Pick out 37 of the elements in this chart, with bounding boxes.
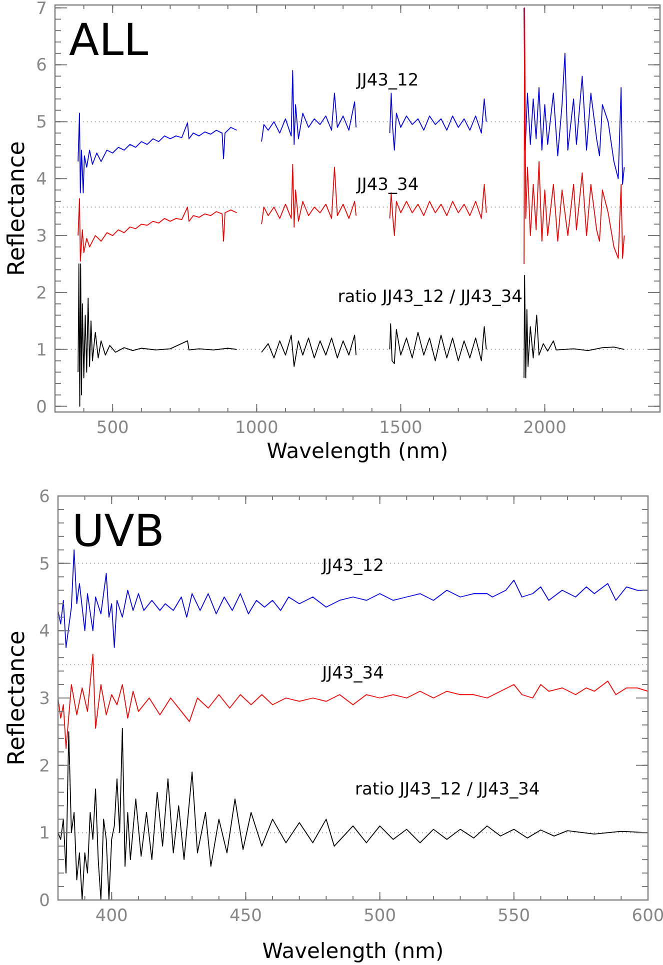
x-tick-label: 400 — [95, 906, 128, 926]
y-tick-label: 3 — [36, 226, 47, 246]
y-tick-label: 1 — [36, 340, 47, 360]
x-axis-title: Wavelength (nm) — [262, 939, 444, 963]
chart-title: UVB — [72, 506, 164, 557]
series-label: JJ43_12 — [321, 556, 384, 576]
series-label: JJ43_34 — [321, 663, 384, 684]
x-tick-label: 550 — [498, 906, 530, 926]
y-axis-title: Reflectance — [4, 630, 30, 766]
y-tick-label: 5 — [36, 112, 47, 133]
y-tick-label: 2 — [39, 756, 50, 776]
chart-title: ALL — [69, 15, 149, 66]
y-tick-label: 0 — [39, 890, 50, 911]
y-tick-label: 7 — [36, 0, 47, 19]
x-tick-label: 450 — [230, 906, 262, 926]
y-tick-label: 6 — [36, 56, 47, 76]
series-label: ratio JJ43_12 / JJ43_34 — [338, 286, 522, 307]
x-tick-label: 2000 — [523, 418, 566, 438]
x-axis-title: Wavelength (nm) — [266, 439, 448, 463]
x-tick-label: 500 — [364, 906, 396, 926]
series-label: JJ43_34 — [356, 174, 419, 195]
y-tick-label: 5 — [39, 554, 50, 574]
y-tick-label: 4 — [36, 170, 47, 190]
y-tick-label: 2 — [36, 283, 47, 304]
y-tick-label: 1 — [39, 824, 50, 844]
series-label: ratio JJ43_12 / JJ43_34 — [355, 780, 540, 800]
x-tick-label: 600 — [632, 906, 663, 926]
line-series — [58, 654, 648, 749]
series-label: JJ43_12 — [356, 70, 419, 91]
y-axis-title: Reflectance — [4, 141, 30, 276]
y-tick-label: 4 — [39, 622, 50, 642]
x-tick-label: 1000 — [235, 418, 278, 438]
y-tick-label: 6 — [39, 486, 50, 507]
y-tick-label: 0 — [36, 397, 47, 418]
x-tick-label: 500 — [96, 418, 129, 438]
x-tick-label: 1500 — [379, 418, 422, 438]
y-tick-label: 3 — [39, 688, 50, 709]
